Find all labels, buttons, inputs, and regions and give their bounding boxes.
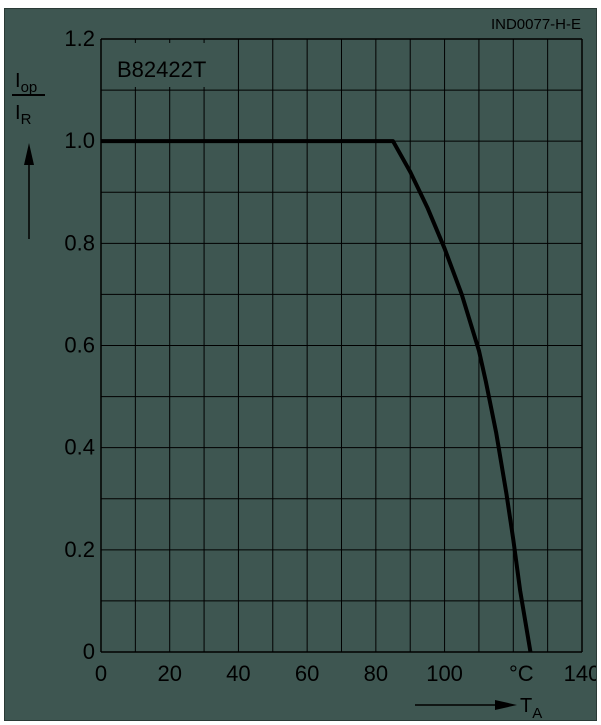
y-tick-label: 1.0 (64, 128, 95, 153)
x-tick-label: 0 (95, 661, 107, 686)
y-tick-label: 0.8 (64, 230, 95, 255)
x-tick-label: 100 (426, 661, 463, 686)
x-tick-label: 140 (564, 661, 596, 686)
ylabel-arrow-icon (24, 143, 34, 165)
x-unit-label: °C (509, 661, 534, 686)
chart-title: B82422T (117, 57, 206, 82)
title-box (105, 43, 235, 87)
x-tick-labels: 0 20 40 60 80 100 140 (95, 661, 600, 686)
x-tick-label: 80 (364, 661, 388, 686)
x-tick-label: 20 (157, 661, 181, 686)
x-tick-label: 40 (226, 661, 250, 686)
y-tick-label: 1.2 (64, 26, 95, 51)
x-tick-label: 60 (295, 661, 319, 686)
grid (100, 38, 583, 653)
y-tick-label: 0.2 (64, 537, 95, 562)
series-layer (101, 139, 533, 653)
y-tick-label: 0.4 (64, 435, 95, 460)
y-tick-label: 0.6 (64, 333, 95, 358)
ylabel-numerator: Iop (15, 70, 37, 96)
figure-code: IND0077-H-E (491, 16, 581, 33)
xlabel: TA (520, 695, 542, 720)
ylabel-denominator: IR (15, 102, 32, 128)
xlabel-arrow-icon (495, 700, 517, 710)
y-tick-labels: 0 0.2 0.4 0.6 0.8 1.0 1.2 (64, 26, 95, 664)
y-tick-label: 0 (83, 639, 95, 664)
series-line (101, 139, 533, 653)
chart: 0 0.2 0.4 0.6 0.8 1.0 1.2 0 20 40 60 80 100 140 IND0… (12, 16, 600, 722)
chart-frame: 0 0.2 0.4 0.6 0.8 1.0 1.2 0 20 40 60 80 100 140 IND0… (4, 8, 600, 722)
